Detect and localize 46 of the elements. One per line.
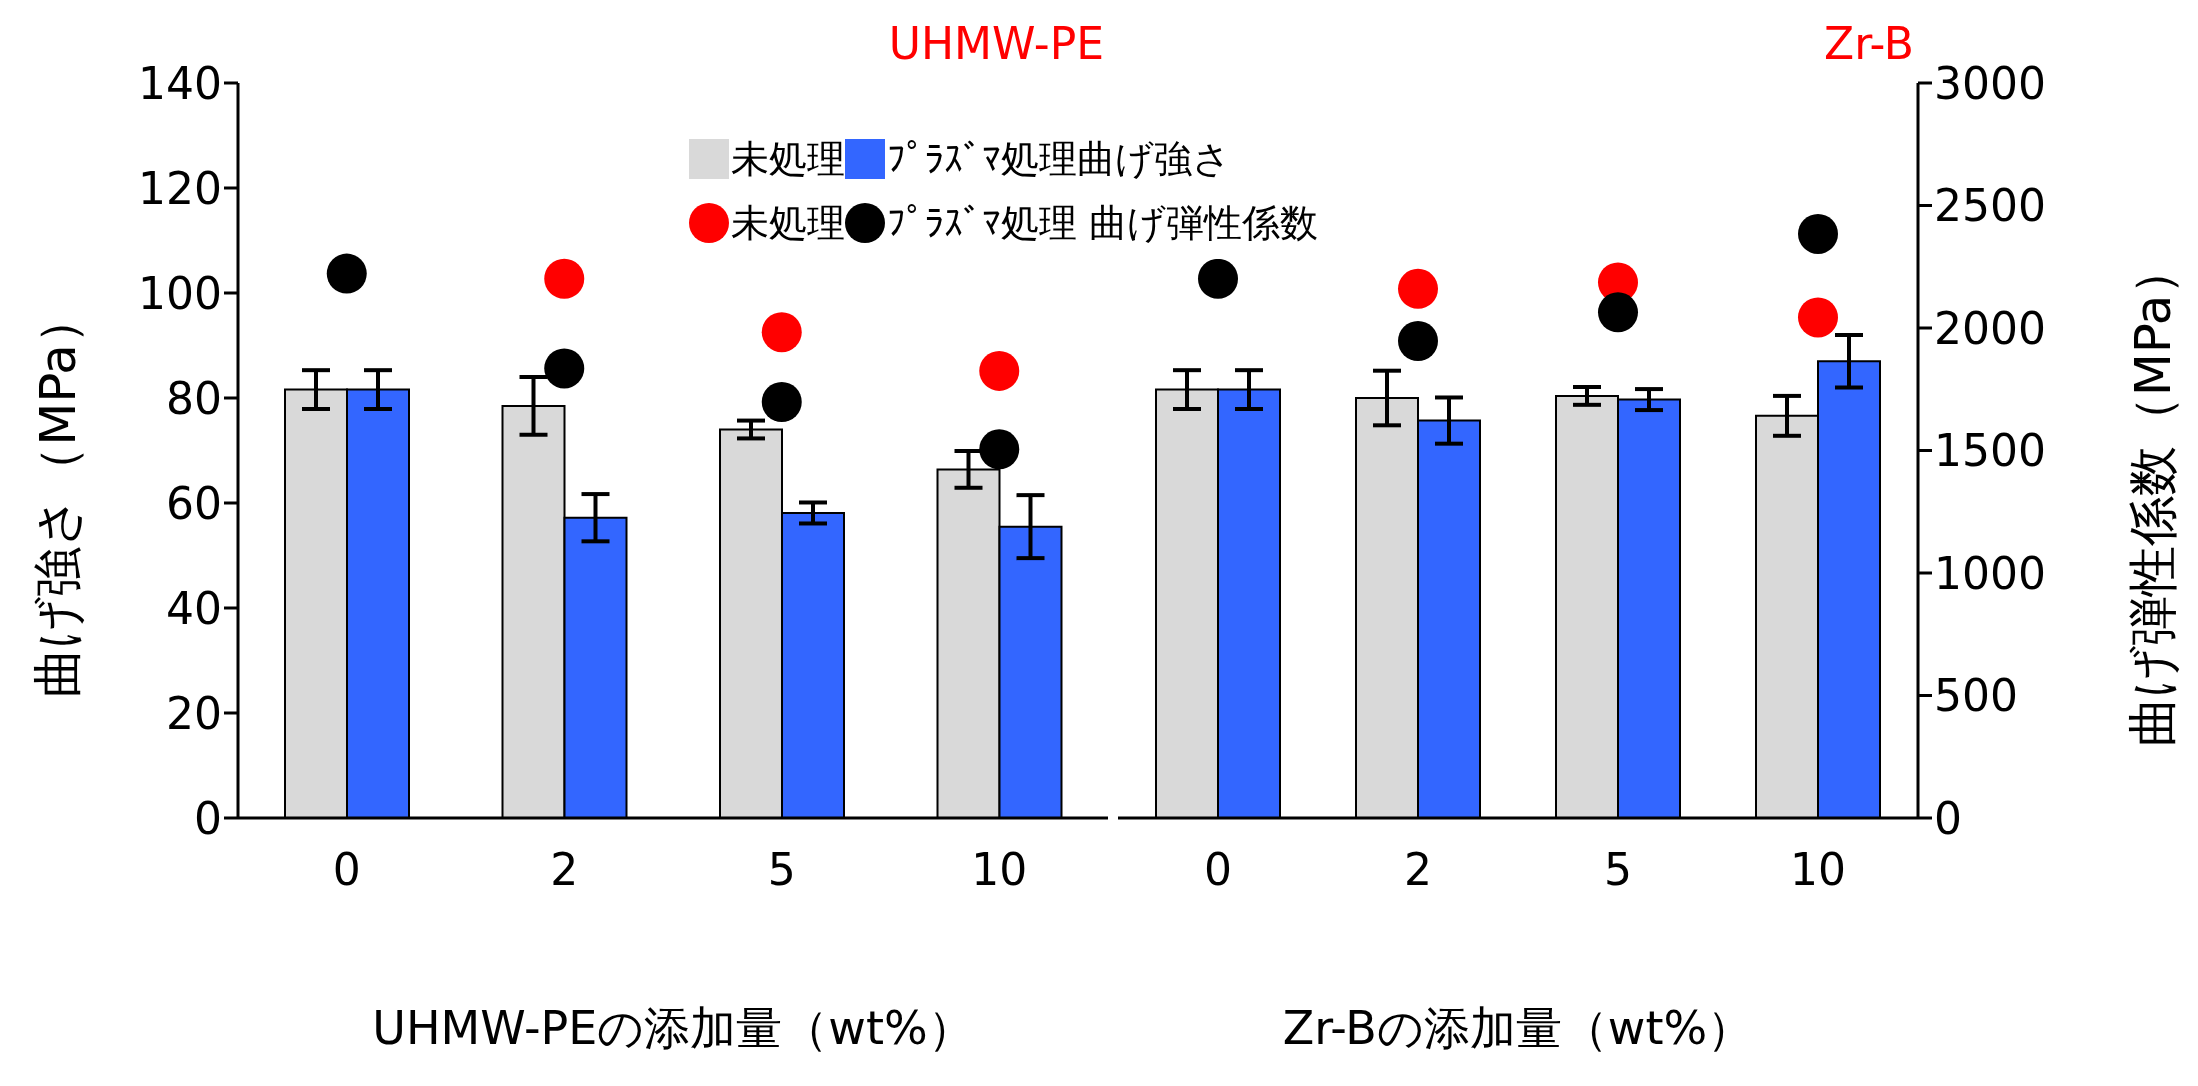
y2-tick-label: 500 (1934, 670, 2018, 722)
x-tick-label: 10 (971, 844, 1028, 896)
y-tick-label: 0 (194, 792, 222, 844)
x-tick-label: 10 (1790, 844, 1846, 896)
chart-title: UHMW-PE (888, 18, 1104, 69)
point (1598, 292, 1638, 333)
y-tick-label: 80 (166, 372, 222, 424)
y-tick-label: 40 (166, 582, 222, 634)
x-tick-label: 5 (1604, 844, 1632, 896)
y-tick-label: 120 (138, 162, 222, 214)
point (1198, 258, 1238, 299)
y-axis-title: 曲げ強さ（MPa） (27, 293, 88, 698)
y2-axis-title: 曲げ弾性係数（MPa） (2122, 244, 2183, 747)
point (1798, 213, 1838, 254)
legend-label: 未処理 (731, 199, 845, 247)
x-axis-title: Zr-Bの添加量（wt%） (1281, 1000, 1755, 1057)
point (1398, 320, 1438, 361)
point (761, 381, 802, 422)
point (1398, 268, 1438, 309)
y2-tick-label: 0 (1934, 792, 1962, 844)
y-tick-label: 100 (138, 267, 222, 319)
legend-label: ﾌﾟﾗｽﾞﾏ処理曲げ強さ (887, 135, 1231, 183)
y2-tick-label: 3000 (1934, 57, 2046, 109)
y2-tick-label: 2000 (1934, 302, 2046, 354)
chart-title: Zr-B (1824, 18, 1914, 69)
point (326, 253, 367, 294)
point (979, 429, 1020, 470)
y-tick-label: 60 (166, 477, 222, 529)
point (544, 258, 585, 299)
point (1798, 297, 1838, 338)
legend-label: ﾌﾟﾗｽﾞﾏ処理 曲げ弾性係数 (887, 199, 1319, 247)
point (979, 350, 1020, 391)
y2-tick-label: 2500 (1934, 180, 2046, 232)
legend-label: 未処理 (731, 135, 845, 183)
x-tick-label: 0 (1204, 844, 1232, 896)
x-axis-title: UHMW-PEの添加量（wt%） (371, 1000, 975, 1057)
point (544, 348, 585, 389)
x-tick-label: 2 (550, 844, 579, 896)
y2-tick-label: 1500 (1934, 425, 2046, 477)
y-tick-label: 140 (138, 57, 222, 109)
x-tick-label: 2 (1404, 844, 1432, 896)
x-tick-label: 0 (332, 844, 361, 896)
x-tick-label: 5 (767, 844, 796, 896)
y-tick-label: 20 (166, 687, 222, 739)
y2-tick-label: 1000 (1934, 547, 2046, 599)
point (761, 312, 802, 353)
